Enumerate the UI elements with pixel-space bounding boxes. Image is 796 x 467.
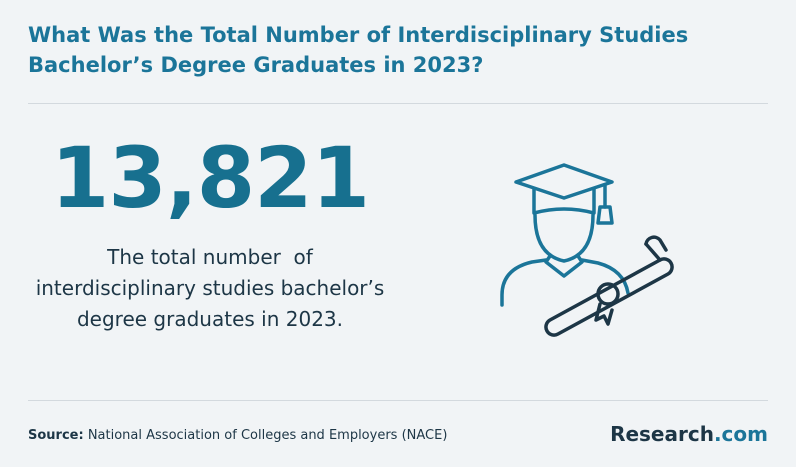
- source-text: National Association of Colleges and Emp…: [87, 428, 448, 443]
- source: Source: National Association of Colleges…: [28, 428, 447, 443]
- description-line: degree graduates in 2023.: [76, 307, 343, 331]
- brand-suffix: .com: [713, 422, 768, 446]
- source-label: Source:: [28, 428, 84, 443]
- brand-logo: Research.com: [610, 422, 768, 446]
- stat-value: 13,821: [50, 129, 370, 227]
- stat-description: The total number of interdisciplinary st…: [20, 242, 400, 335]
- brand-name: Research: [610, 422, 714, 446]
- description-line: interdisciplinary studies bachelor’s: [35, 276, 385, 300]
- divider: [28, 103, 768, 104]
- graduate-icon: [500, 163, 674, 337]
- title: What Was the Total Number of Interdiscip…: [28, 23, 689, 77]
- description-line: The total number of: [107, 245, 313, 269]
- divider: [28, 400, 768, 401]
